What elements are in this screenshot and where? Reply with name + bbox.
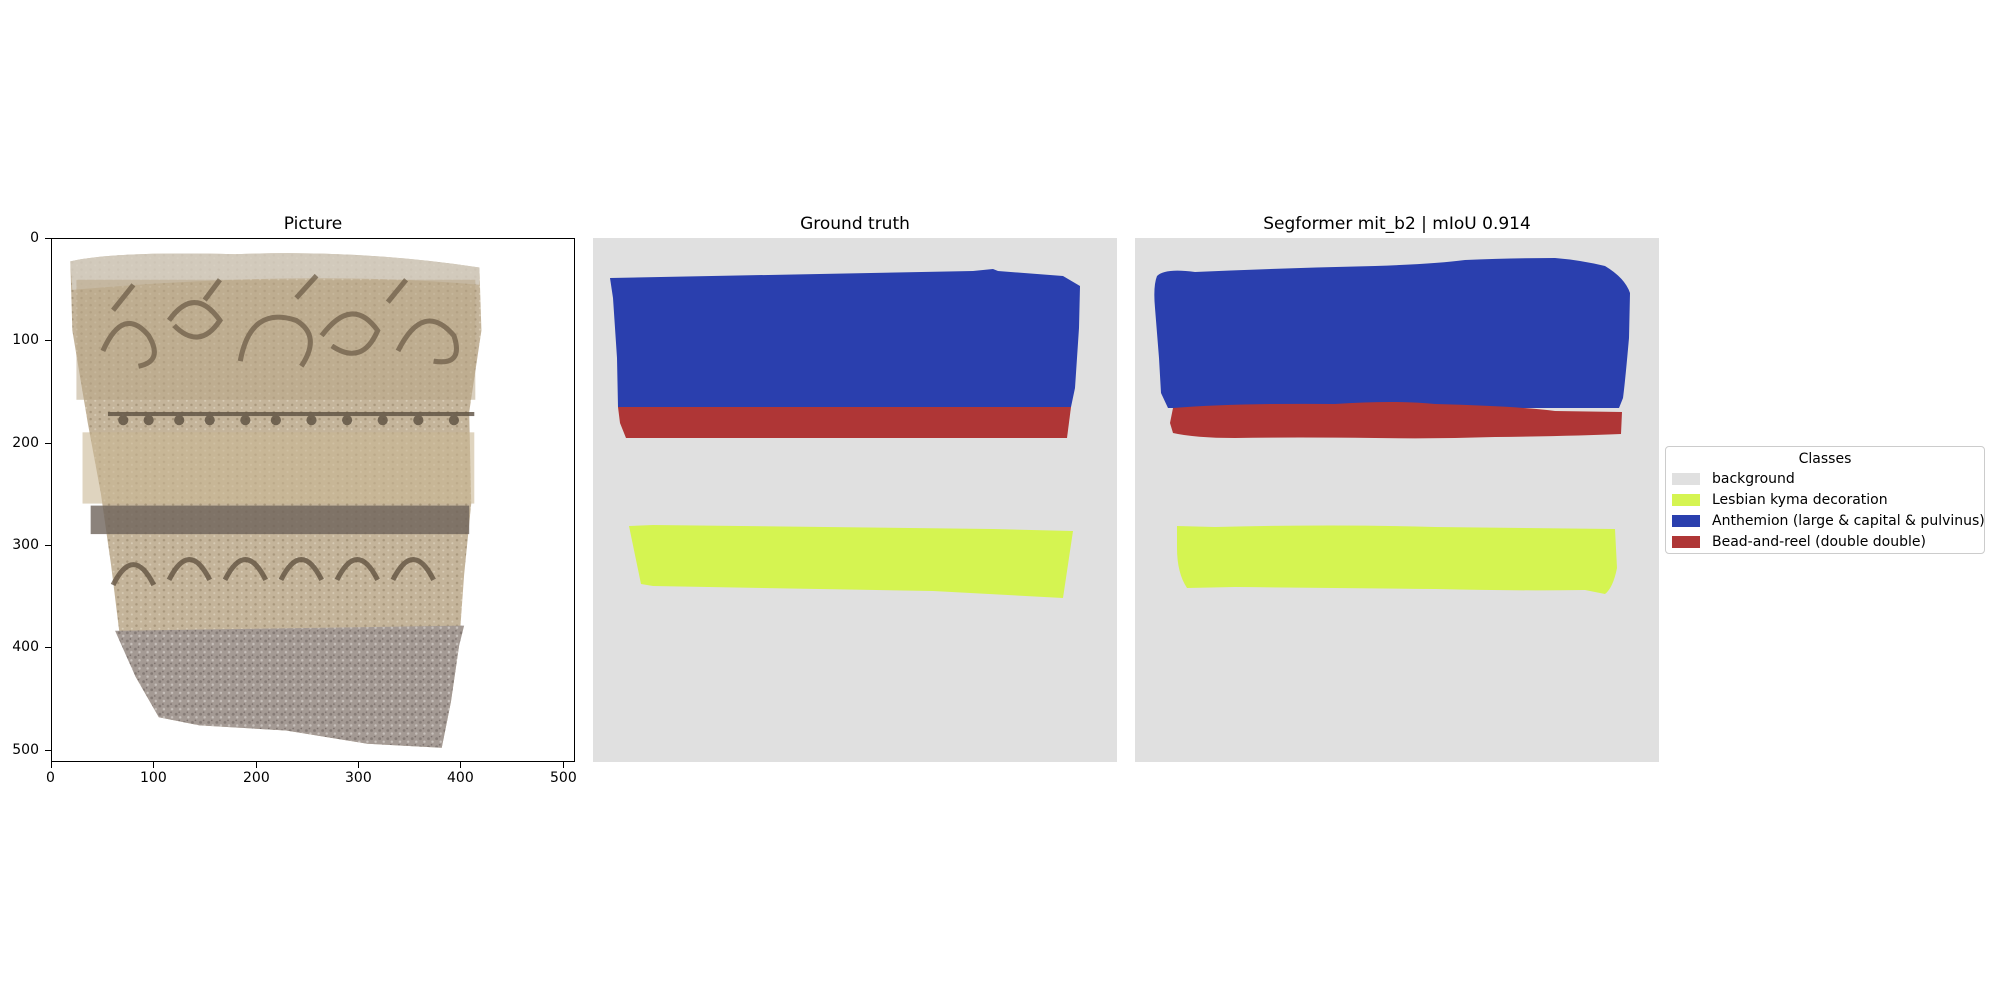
x-tick-label: 500 xyxy=(550,770,577,786)
bead-and-reel-region xyxy=(618,407,1071,438)
ground-truth-title: Ground truth xyxy=(800,214,910,234)
x-tick-label: 200 xyxy=(243,770,270,786)
legend-title: Classes xyxy=(1798,451,1852,467)
bead-and-reel-row xyxy=(107,411,475,426)
legend-label: background xyxy=(1712,471,1795,487)
legend-item-background: background xyxy=(1672,470,1795,488)
picture-image xyxy=(51,238,575,762)
y-tick-label: 400 xyxy=(12,639,39,655)
lesbian-kyma-region xyxy=(1177,525,1617,594)
legend-label: Bead-and-reel (double double) xyxy=(1712,534,1926,550)
legend-swatch xyxy=(1672,515,1700,527)
prediction-title: Segformer mit_b2 | mIoU 0.914 xyxy=(1263,214,1531,234)
y-tick-label: 200 xyxy=(12,435,39,451)
legend-item-lesbian-kyma: Lesbian kyma decoration xyxy=(1672,491,1888,509)
legend-swatch xyxy=(1672,536,1700,548)
x-tick-label: 100 xyxy=(140,770,167,786)
picture-title: Picture xyxy=(283,214,343,234)
legend-label: Anthemion (large & capital & pulvinus) xyxy=(1712,513,1985,529)
legend-swatch xyxy=(1672,473,1700,485)
classes-legend: Classes background Lesbian kyma decorati… xyxy=(1665,446,1985,554)
ground-truth-mask xyxy=(593,238,1117,762)
x-tick-label: 300 xyxy=(345,770,372,786)
legend-label: Lesbian kyma decoration xyxy=(1712,492,1888,508)
y-tick-label: 100 xyxy=(12,332,39,348)
stone-fragment-image xyxy=(70,253,482,748)
legend-swatch xyxy=(1672,494,1700,506)
y-tick-label: 300 xyxy=(12,537,39,553)
bead-and-reel-region xyxy=(1170,402,1622,439)
lesbian-kyma-region xyxy=(629,525,1073,598)
x-tick-label: 400 xyxy=(447,770,474,786)
legend-item-anthemion: Anthemion (large & capital & pulvinus) xyxy=(1672,512,1985,530)
legend-item-bead-and-reel: Bead-and-reel (double double) xyxy=(1672,533,1926,551)
y-tick-label: 0 xyxy=(30,230,39,246)
y-tick-label: 500 xyxy=(12,742,39,758)
anthemion-region xyxy=(610,269,1080,407)
prediction-mask xyxy=(1135,238,1659,762)
anthemion-region xyxy=(1154,258,1630,408)
x-tick-label: 0 xyxy=(46,770,55,786)
